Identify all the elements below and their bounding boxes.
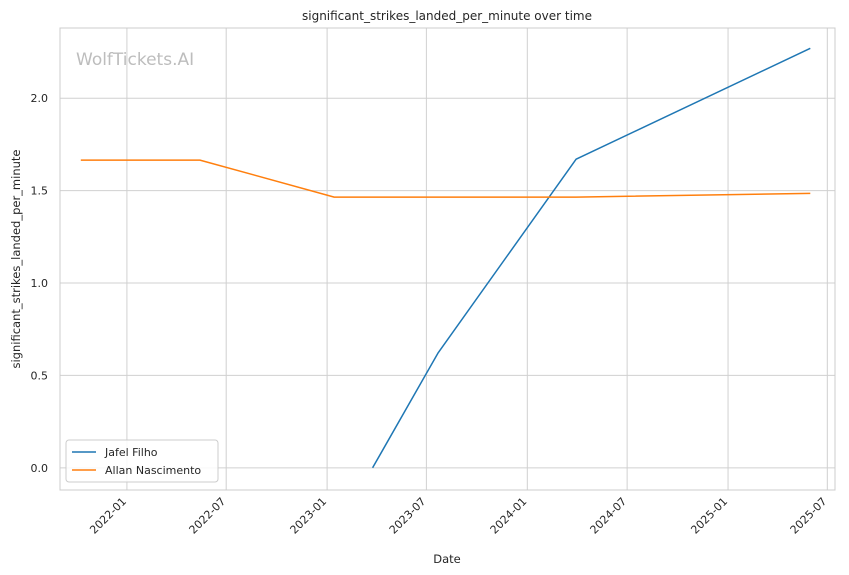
y-tick-label: 0.5 xyxy=(31,369,49,382)
watermark: WolfTickets.AI xyxy=(76,50,194,70)
plot-frame xyxy=(59,27,836,491)
x-axis-label: Date xyxy=(433,552,461,566)
y-tick-label: 1.5 xyxy=(31,185,49,198)
series-layer xyxy=(80,47,811,469)
y-tick-label: 2.0 xyxy=(31,92,49,105)
legend-box xyxy=(65,439,219,483)
y-tick-labels: 0.0 0.5 1.0 1.5 2.0 xyxy=(31,92,49,475)
legend: Jafel Filho Allan Nascimento xyxy=(65,439,219,483)
legend-label-1: Jafel Filho xyxy=(104,446,158,459)
legend-label-2: Allan Nascimento xyxy=(105,464,201,477)
chart-title: significant_strikes_landed_per_minute ov… xyxy=(302,9,592,23)
y-tick-label: 1.0 xyxy=(31,277,49,290)
y-tick-label: 0.0 xyxy=(31,462,49,475)
y-axis-label: significant_strikes_landed_per_minute xyxy=(9,150,23,369)
series-line-2 xyxy=(80,159,811,198)
series-line-1 xyxy=(371,47,811,469)
